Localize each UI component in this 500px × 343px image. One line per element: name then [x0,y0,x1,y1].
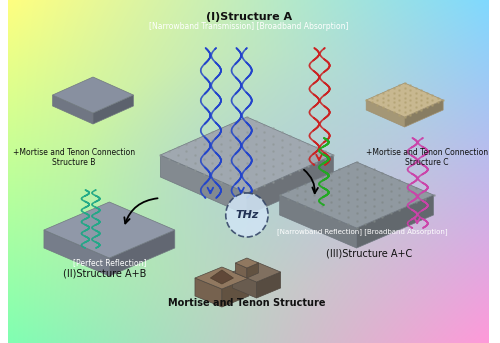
Text: (II)Structure A+B: (II)Structure A+B [63,268,146,278]
Text: [Narrowband Reflection] [Broadband Absorption]: [Narrowband Reflection] [Broadband Absor… [277,228,448,235]
Polygon shape [222,278,249,307]
Polygon shape [356,195,434,248]
Text: [Perfect Reflection]: [Perfect Reflection] [72,258,146,267]
Polygon shape [210,270,234,284]
Circle shape [226,193,268,237]
Polygon shape [195,278,222,307]
Polygon shape [236,263,247,278]
Polygon shape [247,263,258,278]
Text: (I)Structure A: (I)Structure A [206,12,292,22]
Text: +Mortise and Tenon Connection
Structure C: +Mortise and Tenon Connection Structure … [366,148,488,167]
Polygon shape [52,95,93,124]
Text: [Narrowband Transmission] [Broadband Absorption]: [Narrowband Transmission] [Broadband Abs… [149,22,348,31]
Polygon shape [366,100,405,127]
Polygon shape [232,272,256,298]
Polygon shape [366,83,443,117]
Polygon shape [195,267,249,289]
Polygon shape [52,77,134,113]
Polygon shape [110,230,175,276]
Polygon shape [280,195,356,248]
Polygon shape [236,258,258,268]
Polygon shape [44,230,110,276]
Text: THz: THz [235,210,258,220]
Polygon shape [247,155,334,215]
Text: +Mortise and Tenon Connection
Structure B: +Mortise and Tenon Connection Structure … [12,148,135,167]
Polygon shape [160,117,334,193]
Text: Mortise and Tenon Structure: Mortise and Tenon Structure [168,298,326,308]
Polygon shape [256,272,280,298]
Polygon shape [232,262,280,282]
Polygon shape [44,202,175,258]
Text: (III)Structure A+C: (III)Structure A+C [326,248,412,258]
Polygon shape [160,155,247,215]
Polygon shape [280,162,434,228]
Polygon shape [93,95,134,124]
Polygon shape [404,100,443,127]
